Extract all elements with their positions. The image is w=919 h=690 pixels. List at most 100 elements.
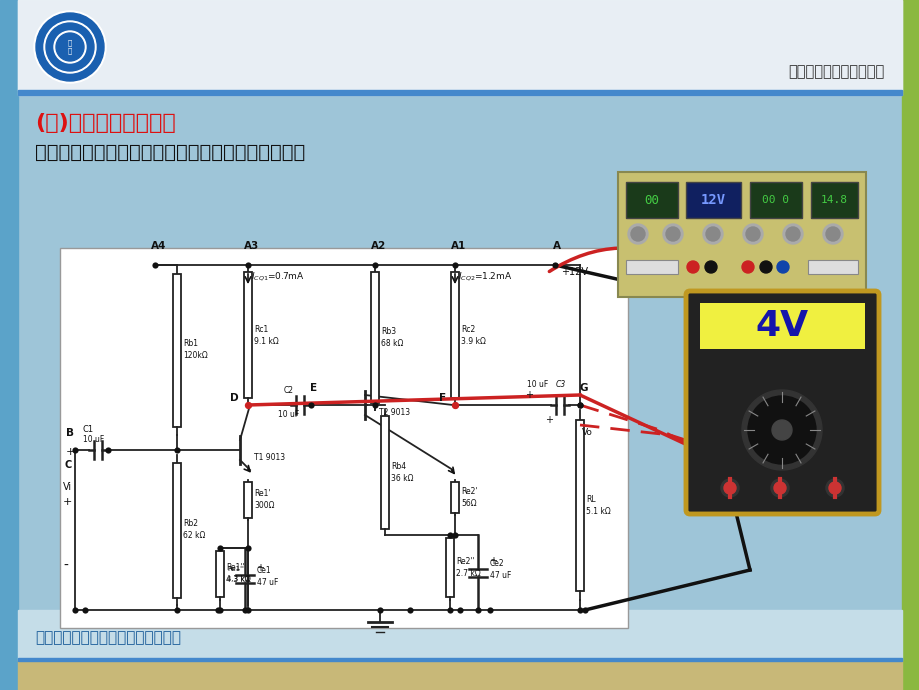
Point <box>471 604 485 615</box>
Text: +12V: +12V <box>561 267 587 277</box>
Circle shape <box>759 261 771 273</box>
Circle shape <box>705 227 720 241</box>
Bar <box>0 0 18 690</box>
Circle shape <box>782 224 802 244</box>
Text: 4.3 kΩ: 4.3 kΩ <box>226 575 251 584</box>
Text: RL: RL <box>585 495 595 504</box>
Text: 36 kΩ: 36 kΩ <box>391 474 413 483</box>
Point <box>572 400 586 411</box>
Text: A4: A4 <box>151 241 166 251</box>
Text: Vi: Vi <box>62 482 72 492</box>
Text: A2: A2 <box>370 241 386 251</box>
Point <box>303 400 318 411</box>
Text: Ce1: Ce1 <box>256 566 271 575</box>
Circle shape <box>702 224 722 244</box>
Bar <box>618 172 865 297</box>
Circle shape <box>704 261 716 273</box>
Text: 68 kΩ: 68 kΩ <box>380 339 403 348</box>
Point <box>547 259 562 270</box>
Bar <box>18 658 901 661</box>
Circle shape <box>628 224 647 244</box>
Text: T2 9013: T2 9013 <box>379 408 410 417</box>
Circle shape <box>665 227 679 241</box>
Bar <box>575 420 584 591</box>
Text: 10 uF: 10 uF <box>278 410 300 419</box>
Bar <box>807 260 857 274</box>
Circle shape <box>743 224 762 244</box>
Bar <box>18 660 901 690</box>
Circle shape <box>825 479 843 497</box>
Point <box>442 529 457 540</box>
Text: 实验故障分析与排除技巧: 实验故障分析与排除技巧 <box>788 64 884 79</box>
Bar <box>18 90 901 95</box>
Bar <box>625 260 677 274</box>
Text: $I_{CQ1}$=0.7mA: $I_{CQ1}$=0.7mA <box>251 270 304 283</box>
Circle shape <box>720 479 738 497</box>
Text: 4V: 4V <box>754 309 808 343</box>
Bar <box>370 273 379 403</box>
Text: C2: C2 <box>284 386 294 395</box>
Point <box>368 259 382 270</box>
Text: A3: A3 <box>244 241 259 251</box>
Circle shape <box>56 33 84 61</box>
Text: $I_{CQ2}$=1.2mA: $I_{CQ2}$=1.2mA <box>458 270 512 283</box>
Text: Re2'': Re2'' <box>456 557 474 566</box>
Bar <box>18 610 901 660</box>
Text: Re1'': Re1'' <box>227 566 244 572</box>
Bar <box>901 0 919 690</box>
Point <box>572 400 586 411</box>
Point <box>448 259 462 270</box>
Circle shape <box>723 482 735 494</box>
Text: 华
工: 华 工 <box>68 40 72 54</box>
Bar <box>625 182 677 218</box>
Bar <box>216 551 223 598</box>
Point <box>448 400 462 411</box>
Text: Rb3: Rb3 <box>380 327 396 336</box>
Circle shape <box>742 261 754 273</box>
Text: Rb1: Rb1 <box>183 339 198 348</box>
Circle shape <box>34 11 106 83</box>
Circle shape <box>54 31 85 63</box>
Text: 9.1 kΩ: 9.1 kΩ <box>254 337 278 346</box>
Text: +: + <box>255 563 264 573</box>
Point <box>210 604 225 615</box>
Text: +: + <box>62 497 73 507</box>
Text: +: + <box>66 447 75 457</box>
Point <box>368 400 382 411</box>
Circle shape <box>745 227 759 241</box>
Circle shape <box>770 479 789 497</box>
Circle shape <box>44 21 96 73</box>
Circle shape <box>823 224 842 244</box>
Text: 56Ω: 56Ω <box>460 499 476 508</box>
Bar <box>450 482 459 513</box>
Text: 00: 00 <box>644 193 659 206</box>
Text: 47 uF: 47 uF <box>490 571 511 580</box>
Text: D: D <box>230 393 238 403</box>
Bar <box>244 272 252 398</box>
Circle shape <box>825 227 839 241</box>
Text: E: E <box>310 383 317 393</box>
FancyBboxPatch shape <box>686 291 878 514</box>
Bar <box>749 182 801 218</box>
Text: Re1'': Re1'' <box>226 564 244 573</box>
Bar <box>686 182 740 218</box>
Point <box>212 604 227 615</box>
Text: C1: C1 <box>83 425 94 434</box>
Text: Re2': Re2' <box>460 487 477 496</box>
Point <box>212 542 227 553</box>
Text: 120kΩ: 120kΩ <box>183 351 208 360</box>
Point <box>577 604 592 615</box>
Text: Rb4: Rb4 <box>391 462 405 471</box>
Text: (２)　检查静态工作点: (２) 检查静态工作点 <box>35 113 176 133</box>
Text: 4.3 kΩ: 4.3 kΩ <box>227 576 250 582</box>
Bar <box>244 482 252 518</box>
Text: 3.9 kΩ: 3.9 kΩ <box>460 337 485 346</box>
Circle shape <box>630 227 644 241</box>
Circle shape <box>663 224 682 244</box>
Text: +: + <box>525 390 532 400</box>
Bar <box>811 182 857 218</box>
Point <box>241 542 255 553</box>
Bar <box>450 272 459 398</box>
Text: A: A <box>552 241 561 251</box>
Circle shape <box>777 261 789 273</box>
